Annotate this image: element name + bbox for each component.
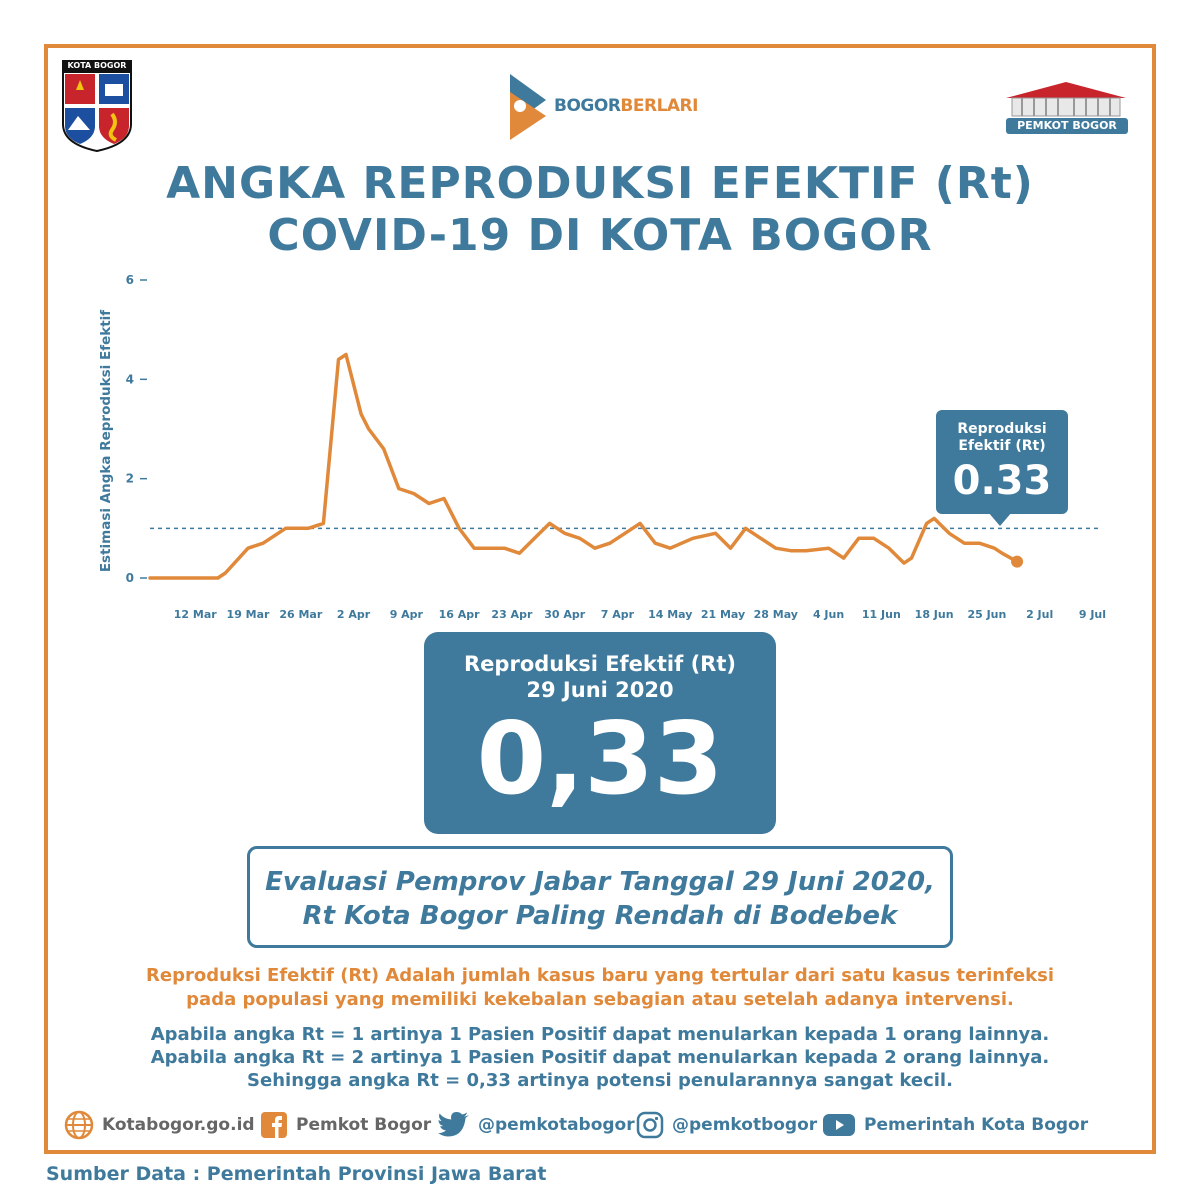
poster-frame	[44, 44, 1156, 1154]
website-label: Kotabogor.go.id	[102, 1115, 255, 1135]
youtube-label: Pemerintah Kota Bogor	[864, 1115, 1089, 1135]
twitter-label: @pemkotabogor	[478, 1115, 635, 1135]
callout-label-line1: Reproduksi	[957, 421, 1047, 437]
x-tick-label: 23 Apr	[491, 608, 533, 621]
data-source: Sumber Data : Pemerintah Provinsi Jawa B…	[46, 1163, 547, 1185]
play-logo-icon	[510, 74, 546, 140]
y-tick-label: 4	[126, 372, 134, 386]
series-line-rt	[148, 352, 1019, 580]
pemkot-bogor-label: PEMKOT BOGOR	[1006, 118, 1128, 134]
explanation-line3: Sehingga angka Rt = 0,33 artinya potensi…	[247, 1070, 953, 1091]
rt-chart-svg: 0 2 4 6 12 Mar 19 Mar 26 Mar 2 Apr 9 Apr 16 Apr 2…	[98, 273, 1106, 621]
x-tick-label: 26 Mar	[279, 608, 323, 621]
x-tick-label: 11 Jun	[862, 608, 901, 621]
x-tick-label: 19 Mar	[227, 608, 271, 621]
bogor-berlari-logo: BOGORBERLARI	[506, 72, 706, 142]
x-tick-label: 2 Jul	[1026, 608, 1053, 621]
rt-callout: Reproduksi Efektif (Rt) 0.33	[936, 410, 1068, 526]
x-tick-label: 2 Apr	[337, 608, 371, 621]
definition-line1: Reproduksi Efektif (Rt) Adalah jumlah ka…	[146, 965, 1054, 986]
social-youtube[interactable]: Pemerintah Kota Bogor	[822, 1110, 1088, 1140]
kota-bogor-crest-logo: KOTA BOGOR	[62, 60, 132, 152]
definition-line2: pada populasi yang memiliki kekebalan se…	[186, 989, 1014, 1010]
x-tick-label: 9 Apr	[390, 608, 424, 621]
page-title-line1: ANGKA REPRODUKSI EFEKTIF (Rt)	[166, 158, 1034, 209]
crest-caption: KOTA BOGOR	[62, 60, 132, 72]
callout-value: 0.33	[952, 458, 1052, 504]
rt-highlight-box: Reproduksi Efektif (Rt) 29 Juni 2020 0,3…	[424, 632, 776, 834]
globe-icon	[64, 1110, 94, 1140]
y-tick-label: 6	[126, 273, 134, 287]
twitter-icon	[438, 1112, 469, 1137]
facebook-label: Pemkot Bogor	[296, 1115, 432, 1135]
x-axis: 12 Mar 19 Mar 26 Mar 2 Apr 9 Apr 16 Apr 23 Apr…	[174, 608, 1106, 621]
x-tick-label: 14 May	[648, 608, 692, 621]
evaluation-line1: Evaluasi Pemprov Jabar Tanggal 29 Juni 2…	[265, 867, 935, 897]
social-website[interactable]: Kotabogor.go.id	[64, 1110, 255, 1140]
palace-building-icon	[1006, 82, 1126, 117]
brand-part-bogor: BOGOR	[554, 96, 621, 116]
explanation-line2: Apabila angka Rt = 2 artinya 1 Pasien Po…	[150, 1047, 1050, 1068]
explanation-line1: Apabila angka Rt = 1 artinya 1 Pasien Po…	[150, 1024, 1050, 1045]
highlight-value: 0,33	[476, 700, 724, 817]
page-title-line2: COVID-19 DI KOTA BOGOR	[267, 210, 933, 261]
youtube-icon	[823, 1114, 855, 1136]
social-facebook[interactable]: Pemkot Bogor	[260, 1110, 431, 1140]
x-tick-label: 18 Jun	[915, 608, 954, 621]
evaluation-line2: Rt Kota Bogor Paling Rendah di Bodebek	[302, 901, 898, 931]
y-axis: 0 2 4 6	[126, 273, 147, 585]
y-tick-label: 0	[126, 571, 134, 585]
social-twitter[interactable]: @pemkotabogor	[438, 1110, 635, 1140]
highlight-date: 29 Juni 2020	[526, 678, 674, 702]
brand-part-berlari: BERLARI	[620, 96, 698, 116]
facebook-icon	[261, 1112, 287, 1138]
y-axis-title: Estimasi Angka Reproduksi Efektif	[98, 310, 114, 572]
x-tick-label: 12 Mar	[174, 608, 218, 621]
instagram-icon	[636, 1111, 664, 1139]
callout-pointer	[988, 512, 1012, 526]
x-tick-label: 4 Jun	[813, 608, 844, 621]
x-tick-label: 9 Jul	[1079, 608, 1106, 621]
rt-line-chart: 0 2 4 6 12 Mar 19 Mar 26 Mar 2 Apr 9 Apr 16 Apr 2…	[0, 260, 1200, 630]
y-tick-label: 2	[126, 472, 134, 486]
evaluation-box: Evaluasi Pemprov Jabar Tanggal 29 Juni 2…	[247, 846, 953, 948]
brand-wordmark: BOGORBERLARI	[554, 96, 698, 116]
crest-shield-icon	[62, 72, 132, 152]
x-tick-label: 21 May	[701, 608, 745, 621]
instagram-label: @pemkotbogor	[672, 1115, 818, 1135]
x-tick-label: 7 Apr	[601, 608, 635, 621]
social-instagram[interactable]: @pemkotbogor	[636, 1110, 817, 1140]
highlight-label: Reproduksi Efektif (Rt)	[464, 652, 736, 676]
x-tick-label: 30 Apr	[544, 608, 586, 621]
callout-label-line2: Efektif (Rt)	[958, 438, 1046, 454]
latest-rt-point	[1011, 555, 1024, 568]
x-tick-label: 25 Jun	[967, 608, 1006, 621]
x-tick-label: 28 May	[754, 608, 798, 621]
pemkot-bogor-logo: PEMKOT BOGOR	[1000, 78, 1132, 138]
x-tick-label: 16 Apr	[439, 608, 481, 621]
